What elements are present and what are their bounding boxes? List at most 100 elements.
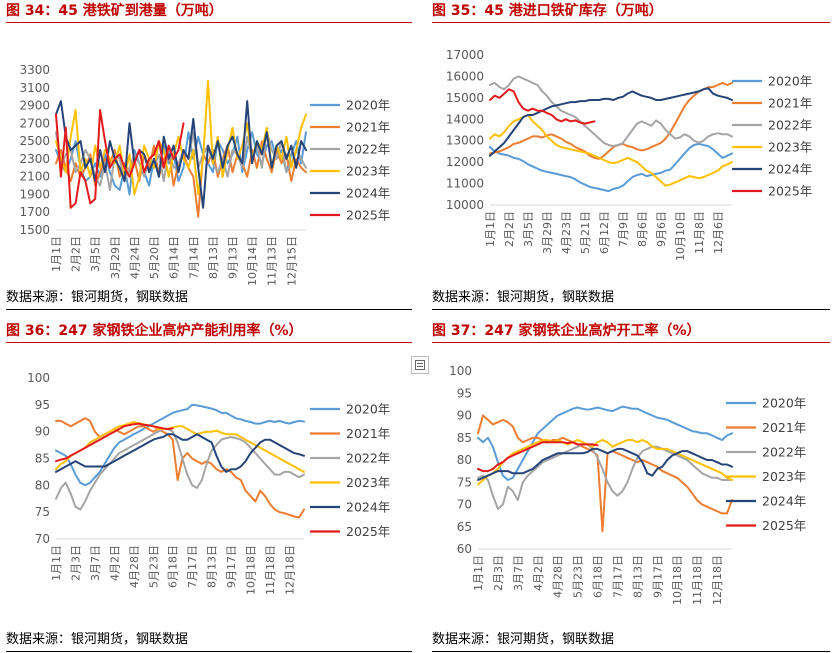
legend-label: 2025年: [768, 184, 812, 199]
y-tick-label: 2300: [19, 152, 50, 166]
x-tick-label: 3月5日: [89, 236, 102, 272]
chart-fig37: 60 65 70 75 80 85 90 95 100 1月1日 2月3日 3月7日 4月2日 4月28日…: [449, 364, 806, 605]
y-tick-label: 75: [35, 505, 50, 519]
legend-label: 2020年: [346, 98, 390, 113]
y-tick-label: 12000: [446, 155, 484, 169]
x-tick-label: 7月17日: [186, 545, 199, 588]
chart-source: 数据来源：银河期货，钢联数据: [432, 287, 830, 310]
y-tick-label: 80: [457, 453, 472, 467]
x-tick-label: 5月23日: [572, 555, 585, 598]
x-tick-label: 6月14日: [168, 236, 181, 279]
x-tick-label: 11月13日: [266, 236, 279, 286]
y-tick-label: 14000: [446, 112, 484, 126]
legend-label: 2020年: [346, 402, 390, 417]
chart-source: 数据来源：银河期货，钢联数据: [432, 629, 830, 652]
legend-label: 2024年: [768, 162, 812, 177]
x-tick-label: 1月1日: [472, 555, 485, 591]
x-tick-label: 9月17日: [225, 545, 238, 588]
y-tick-label: 75: [457, 475, 472, 489]
x-tick-label: 5月23日: [147, 545, 160, 588]
series-line: [477, 405, 733, 481]
legend-label: 2023年: [768, 140, 812, 155]
x-tick-label: 11月18日: [264, 545, 277, 595]
y-tick-label: 3100: [19, 81, 50, 95]
chart-fig35: 10000 11000 12000 13000 14000 15000 16000 17000…: [446, 48, 813, 261]
legend-label: 2025年: [762, 518, 806, 533]
legend-label: 2022年: [346, 142, 390, 157]
y-tick-label: 65: [457, 520, 472, 534]
y-tick-label: 70: [35, 532, 50, 546]
x-tick-label: 2月3日: [69, 545, 82, 581]
y-tick-label: 70: [457, 498, 472, 512]
x-tick-label: 8月13日: [631, 555, 644, 598]
x-tick-label: 7月14日: [187, 236, 200, 279]
x-tick-label: 7月17日: [611, 555, 624, 598]
x-tick-label: 10月18日: [245, 545, 258, 595]
series-line: [55, 422, 174, 463]
series-line: [55, 433, 305, 473]
series-line: [489, 87, 733, 157]
x-tick-label: 3月5日: [522, 211, 535, 247]
legend-label: 2021年: [346, 426, 390, 441]
chart-source: 数据来源：银河期货，钢联数据: [6, 287, 412, 310]
series-line: [477, 443, 733, 510]
y-tick-label: 95: [35, 398, 50, 412]
x-tick-label: 4月28日: [552, 555, 565, 598]
panel-fig37: 图 37：247 家钢铁企业高炉开工率（%） 60 65 70 75 80 85 90 95 1…: [432, 320, 830, 653]
chart-title: 图 37：247 家钢铁企业高炉开工率（%）: [432, 320, 830, 343]
x-tick-label: 10月10日: [674, 211, 687, 261]
x-tick-label: 12月6日: [712, 211, 725, 254]
y-tick-label: 85: [35, 452, 50, 466]
series-line: [55, 417, 305, 519]
chart-source: 数据来源：银河期货，钢联数据: [6, 629, 412, 652]
x-tick-label: 12月18日: [711, 555, 724, 605]
y-tick-label: 16000: [446, 69, 484, 83]
legend-label: 2020年: [768, 74, 812, 89]
y-tick-label: 1900: [19, 187, 50, 201]
legend-label: 2023年: [346, 475, 390, 490]
x-tick-label: 3月29日: [109, 236, 122, 279]
x-tick-label: 4月2日: [108, 545, 121, 581]
x-tick-label: 9月6日: [655, 211, 668, 247]
y-tick-label: 2900: [19, 99, 50, 113]
x-tick-label: 2月3日: [492, 555, 505, 591]
series-line: [477, 414, 733, 533]
x-tick-label: 1月1日: [50, 236, 63, 272]
y-tick-label: 2500: [19, 134, 50, 148]
x-tick-label: 9月13日: [226, 236, 239, 279]
chart-title: 图 36：247 家钢铁企业高炉产能利用率（%）: [6, 320, 412, 343]
series-line: [489, 88, 596, 125]
y-tick-label: 100: [449, 364, 472, 378]
y-tick-label: 15000: [446, 91, 484, 105]
series-line: [55, 403, 305, 487]
legend-label: 2022年: [768, 118, 812, 133]
x-tick-label: 1月1日: [50, 545, 63, 581]
x-tick-label: 11月8日: [693, 211, 706, 254]
x-tick-label: 6月12日: [598, 211, 611, 254]
x-tick-label: 3月7日: [512, 555, 525, 591]
legend-label: 2021年: [346, 120, 390, 135]
chart-fig36: 70 75 80 85 90 95 100 1月1日 2月3日 3月7日 4月2日 4月28日 5月23…: [27, 371, 390, 595]
x-tick-label: 4月24日: [128, 236, 141, 279]
y-tick-label: 60: [457, 542, 472, 556]
x-tick-label: 8月13日: [207, 236, 220, 279]
y-tick-label: 90: [457, 409, 472, 423]
y-tick-label: 1700: [19, 205, 50, 219]
y-tick-label: 11000: [446, 177, 484, 191]
x-tick-label: 4月28日: [128, 545, 141, 588]
y-tick-label: 1500: [19, 223, 50, 237]
legend-label: 2022年: [346, 451, 390, 466]
y-tick-label: 85: [457, 431, 472, 445]
y-tick-label: 100: [27, 371, 50, 385]
y-tick-label: 3300: [19, 63, 50, 77]
x-tick-label: 7月9日: [617, 211, 630, 247]
x-tick-label: 1月1日: [484, 211, 497, 247]
screenshot-tool-icon[interactable]: [411, 356, 429, 374]
x-tick-label: 10月14日: [246, 236, 259, 286]
legend-label: 2025年: [346, 208, 390, 223]
x-tick-label: 6月18日: [592, 555, 605, 598]
series-line: [477, 439, 733, 486]
legend-label: 2021年: [768, 96, 812, 111]
series-line: [477, 447, 733, 481]
x-tick-label: 3月7日: [89, 545, 102, 581]
